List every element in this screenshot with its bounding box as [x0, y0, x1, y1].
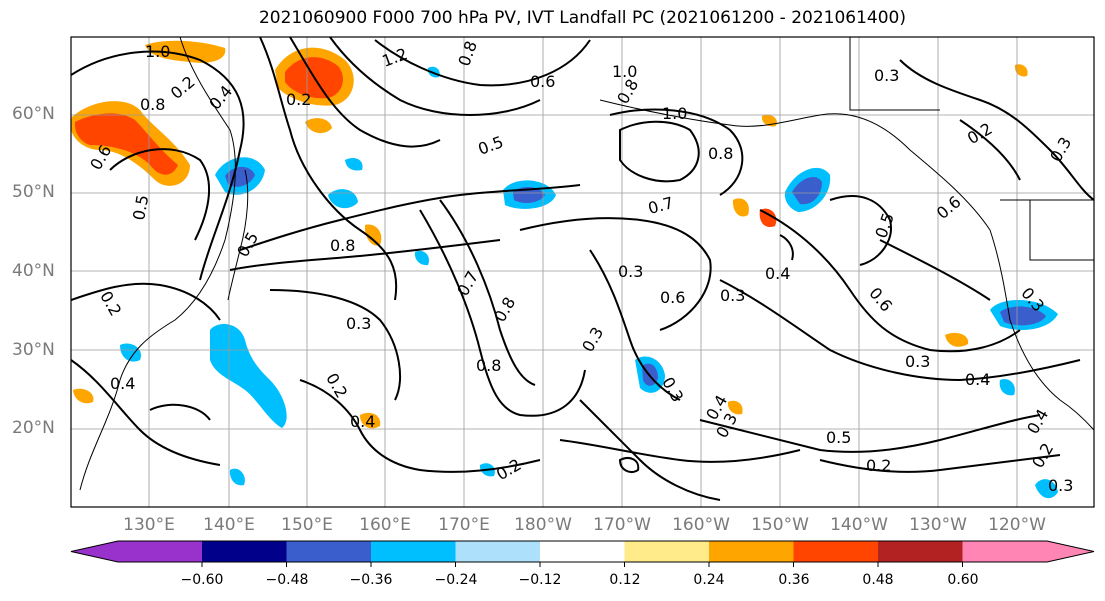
contour-label: 0.4	[350, 412, 376, 431]
longitude-label: 130°E	[123, 515, 175, 535]
contour-label: 0.3	[1048, 476, 1074, 495]
colorbar-tick-label: 0.48	[862, 572, 894, 588]
colorbar-segment	[709, 541, 794, 562]
colorbar-tick-label: 0.12	[609, 572, 641, 588]
contour-label: 0.3	[905, 352, 931, 371]
negative-anomaly-patch	[1000, 306, 1046, 326]
colorbar-segment	[455, 541, 541, 562]
longitude-label: 170°E	[438, 515, 490, 535]
negative-anomaly-patch	[345, 158, 363, 171]
colorbar-tick-label: 0.24	[693, 572, 725, 588]
contour-label: 0.4	[110, 374, 136, 393]
coastlines	[79, 37, 1094, 491]
longitude-label: 140°W	[830, 515, 888, 535]
longitude-label: 130°W	[909, 515, 967, 535]
contour-label: 0.6	[660, 288, 686, 307]
negative-anomaly-patch	[229, 468, 245, 486]
colorbar-segment	[202, 541, 287, 562]
colorbar-tick-label: −0.48	[265, 572, 309, 588]
negative-anomaly-patch	[1035, 479, 1058, 499]
colorbar-tick-label: 0.60	[947, 572, 979, 588]
longitude-label: 180°W	[514, 515, 572, 535]
contour-label: 0.5	[826, 428, 852, 447]
negative-anomaly-patch	[328, 189, 358, 209]
negative-anomaly-patch	[513, 186, 545, 203]
latitude-label: 40°N	[12, 261, 55, 281]
latitude-label: 30°N	[12, 340, 55, 360]
contour-label: 0.8	[330, 236, 356, 255]
contour-label: 0.3	[874, 66, 900, 85]
colorbar-segment	[540, 541, 625, 562]
negative-anomaly-patch	[120, 343, 141, 362]
contour-label: 0.8	[476, 356, 502, 375]
colorbar	[70, 540, 1095, 567]
longitude-label: 160°E	[359, 515, 411, 535]
contour-lines	[71, 37, 1094, 501]
colorbar-segment	[371, 541, 456, 562]
negative-anomaly-patch	[999, 378, 1015, 396]
contour-label: 0.4	[765, 264, 791, 283]
contour-label: 1.0	[662, 104, 688, 123]
positive-anomaly-patch	[360, 412, 381, 429]
positive-anomaly-patch	[732, 198, 749, 217]
colorbar-tick-label: −0.24	[434, 572, 478, 588]
latitude-label: 20°N	[12, 418, 55, 438]
longitude-label: 160°W	[672, 515, 730, 535]
colorbar-outline	[70, 540, 1095, 563]
colorbar-segment	[286, 541, 372, 562]
positive-anomaly-patch	[759, 208, 777, 228]
negative-anomaly-patch	[792, 177, 822, 205]
contour-label: 0.3	[720, 286, 746, 305]
colorbar-tick-label: 0.36	[778, 572, 810, 588]
colorbar-segment	[624, 541, 710, 562]
contour-label: 0.2	[866, 456, 892, 475]
positive-anomaly-patch	[364, 224, 382, 246]
longitude-label: 120°W	[988, 515, 1046, 535]
positive-anomaly-patch	[1014, 64, 1028, 77]
longitude-label: 170°W	[593, 515, 651, 535]
map-title: 2021060900 F000 700 hPa PV, IVT Landfall…	[258, 8, 906, 28]
longitude-label: 140°E	[203, 515, 255, 535]
positive-anomaly-patch	[945, 332, 969, 347]
positive-anomaly-patch	[305, 118, 332, 134]
positive-anomaly-patch	[74, 113, 178, 175]
colorbar-tick-label: −0.12	[518, 572, 562, 588]
latitude-label: 50°N	[12, 182, 55, 202]
longitude-label: 150°E	[281, 515, 333, 535]
negative-anomaly-patch	[414, 250, 429, 266]
longitude-label: 150°W	[751, 515, 809, 535]
contour-label: 0.2	[286, 90, 312, 109]
contour-label: 0.6	[530, 72, 556, 91]
colorbar-tick-label: −0.36	[349, 572, 393, 588]
contour-label: 0.4	[965, 370, 991, 389]
positive-anomaly-patch	[727, 400, 743, 415]
colorbar-tick-label: −0.60	[180, 572, 224, 588]
contour-label: 0.8	[140, 95, 166, 114]
colorbar-extension-low	[71, 541, 202, 562]
latitude-label: 60°N	[12, 104, 55, 124]
positive-anomaly-patch	[73, 388, 94, 404]
colorbar-segment	[878, 541, 963, 562]
colorbar-segment	[793, 541, 879, 562]
contour-label: 1.0	[612, 62, 638, 81]
colorbar-extension-high	[962, 541, 1094, 562]
contour-label: 1.0	[145, 42, 171, 61]
contour-label: 0.3	[618, 262, 644, 281]
contour-label: 0.8	[708, 144, 734, 163]
contour-label: 0.3	[346, 314, 372, 333]
